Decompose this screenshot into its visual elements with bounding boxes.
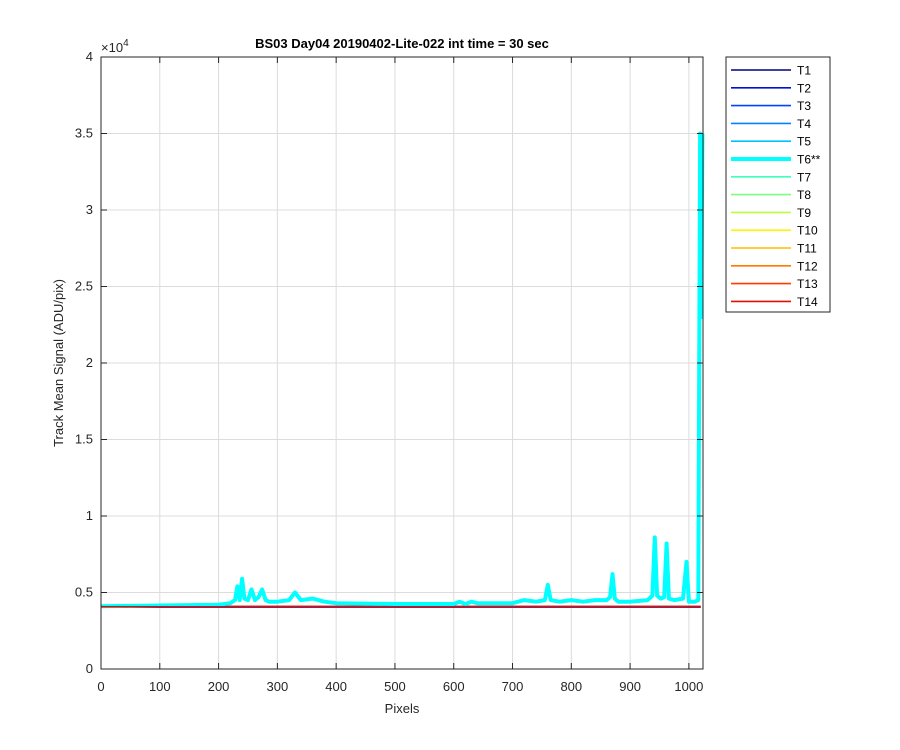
x-tick-label: 200 xyxy=(208,679,230,694)
x-tick-label: 500 xyxy=(384,679,406,694)
x-tick-label: 300 xyxy=(267,679,289,694)
legend-label-t9: T9 xyxy=(797,206,811,220)
legend-label-t6: T6** xyxy=(797,153,821,167)
legend-label-t5: T5 xyxy=(797,135,811,149)
series-lines xyxy=(100,131,705,609)
y-tick-label: 1.5 xyxy=(75,432,93,447)
x-tick-label: 900 xyxy=(619,679,641,694)
x-tick-label: 0 xyxy=(97,679,104,694)
legend-box xyxy=(725,56,831,313)
y-exponent: ×104 xyxy=(101,38,129,55)
legend-label-t12: T12 xyxy=(797,259,818,273)
y-tick-label: 1 xyxy=(86,508,93,523)
y-tick-label: 4 xyxy=(86,49,93,64)
x-tick-label: 600 xyxy=(443,679,465,694)
y-tick-label: 0.5 xyxy=(75,585,93,600)
y-tick-label: 3 xyxy=(86,202,93,217)
legend-label-t10: T10 xyxy=(797,224,818,238)
legend-label-t11: T11 xyxy=(797,242,817,256)
legend-label-t2: T2 xyxy=(797,81,811,95)
grid-lines xyxy=(101,57,703,669)
legend-label-t8: T8 xyxy=(797,188,811,202)
series-line-t6 xyxy=(100,131,705,609)
x-tick-label: 100 xyxy=(149,679,171,694)
y-ticks: 0 0.5 1 1.5 2 2.5 3 3.5 4 xyxy=(75,49,703,676)
x-tick-label: 700 xyxy=(502,679,524,694)
y-tick-label: 2.5 xyxy=(75,279,93,294)
x-tick-label: 400 xyxy=(325,679,347,694)
legend-label-t14: T14 xyxy=(797,295,818,309)
x-ticks: 0 100 200 300 400 500 600 700 800 900 1000 xyxy=(97,57,703,694)
legend-label-t13: T13 xyxy=(797,277,818,291)
legend-label-t4: T4 xyxy=(797,117,811,131)
legend-label-t1: T1 xyxy=(797,64,811,78)
x-tick-label: 1000 xyxy=(674,679,703,694)
y-tick-label: 0 xyxy=(86,661,93,676)
y-axis-label: Track Mean Signal (ADU/pix) xyxy=(51,279,66,447)
y-tick-label: 2 xyxy=(86,355,93,370)
y-tick-label: 3.5 xyxy=(75,126,93,141)
legend-label-t7: T7 xyxy=(797,170,811,184)
chart-title: BS03 Day04 20190402-Lite-022 int time = … xyxy=(255,36,549,51)
legend: T1 T2 T3 T4 T5 T6** T7 T8 T9 T10 T11 T12 T13 T14 xyxy=(725,56,831,313)
x-tick-label: 800 xyxy=(560,679,582,694)
legend-label-t3: T3 xyxy=(797,99,811,113)
x-axis-label: Pixels xyxy=(385,701,420,716)
